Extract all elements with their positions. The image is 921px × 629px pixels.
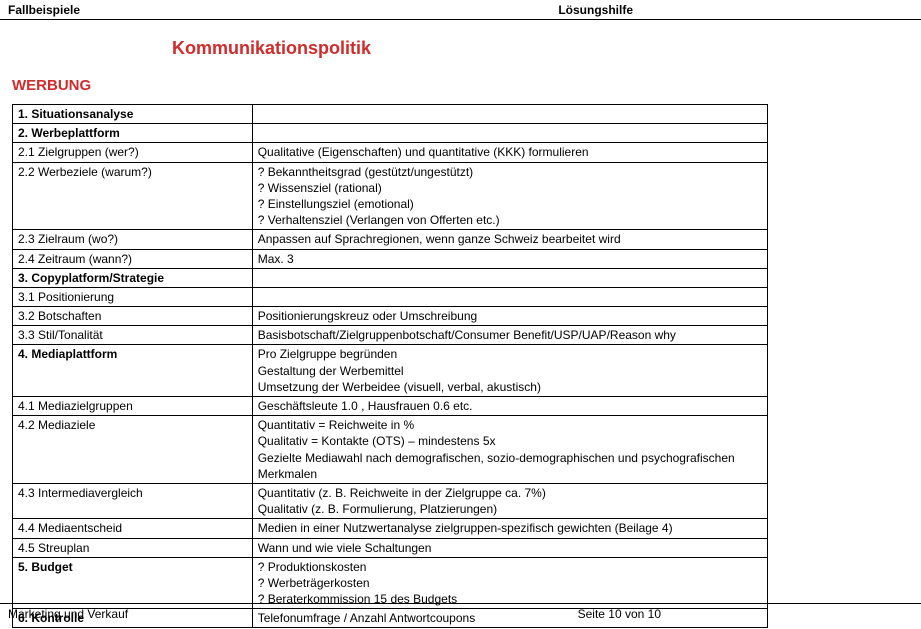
table-cell-value [252, 124, 767, 143]
table-row: 4.1 MediazielgruppenGeschäftsleute 1.0 ,… [13, 397, 768, 416]
main-title: Kommunikationspolitik [0, 20, 921, 71]
table-cell-value: Medien in einer Nutzwertanalyse zielgrup… [252, 519, 767, 538]
header-right-text: Lösungshilfe [558, 3, 913, 17]
table-row: 5. Budget? Produktionskosten ? Werbeträg… [13, 557, 768, 609]
table-cell-label: 4.5 Streuplan [13, 538, 253, 557]
footer-left-text: Marketing und Verkauf [8, 607, 128, 621]
page-footer: Marketing und Verkauf Seite 10 von 10 [0, 603, 921, 621]
table-cell-label: 4.2 Mediaziele [13, 416, 253, 484]
section-title: WERBUNG [0, 71, 921, 104]
footer-right-text: Seite 10 von 10 [578, 607, 913, 621]
table-row: 4.4 MediaentscheidMedien in einer Nutzwe… [13, 519, 768, 538]
table-cell-label: 4.1 Mediazielgruppen [13, 397, 253, 416]
table-cell-label: 4.4 Mediaentscheid [13, 519, 253, 538]
table-cell-value: Max. 3 [252, 249, 767, 268]
table-row: 4.3 IntermediavergleichQuantitativ (z. B… [13, 483, 768, 518]
table-row: 2.1 Zielgruppen (wer?)Qualitative (Eigen… [13, 143, 768, 162]
table-cell-label: 3.1 Positionierung [13, 287, 253, 306]
table-row: 3.2 BotschaftenPositionierungskreuz oder… [13, 307, 768, 326]
table-cell-value: Positionierungskreuz oder Umschreibung [252, 307, 767, 326]
table-cell-value: Basisbotschaft/Zielgruppenbotschaft/Cons… [252, 326, 767, 345]
table-cell-label: 3. Copyplatform/Strategie [13, 268, 253, 287]
table-cell-value: Anpassen auf Sprachregionen, wenn ganze … [252, 230, 767, 249]
table-cell-label: 5. Budget [13, 557, 253, 609]
table-row: 3. Copyplatform/Strategie [13, 268, 768, 287]
table-cell-label: 2.3 Zielraum (wo?) [13, 230, 253, 249]
table-cell-value: Pro Zielgruppe begründen Gestaltung der … [252, 345, 767, 397]
table-cell-label: 2.1 Zielgruppen (wer?) [13, 143, 253, 162]
table-cell-value: Qualitative (Eigenschaften) und quantita… [252, 143, 767, 162]
table-cell-value [252, 268, 767, 287]
content-table: 1. Situationsanalyse2. Werbeplattform2.1… [12, 104, 768, 628]
header-left-text: Fallbeispiele [8, 3, 80, 17]
table-cell-label: 4. Mediaplattform [13, 345, 253, 397]
table-cell-value: Geschäftsleute 1.0 , Hausfrauen 0.6 etc. [252, 397, 767, 416]
table-cell-value [252, 105, 767, 124]
table-row: 2. Werbeplattform [13, 124, 768, 143]
table-cell-value [252, 287, 767, 306]
table-row: 1. Situationsanalyse [13, 105, 768, 124]
table-cell-value: Wann und wie viele Schaltungen [252, 538, 767, 557]
table-cell-label: 2.2 Werbeziele (warum?) [13, 162, 253, 230]
table-cell-value: ? Bekanntheitsgrad (gestützt/ungestützt)… [252, 162, 767, 230]
table-row: 2.4 Zeitraum (wann?)Max. 3 [13, 249, 768, 268]
table-row: 2.2 Werbeziele (warum?)? Bekanntheitsgra… [13, 162, 768, 230]
table-cell-label: 2. Werbeplattform [13, 124, 253, 143]
table-cell-label: 3.2 Botschaften [13, 307, 253, 326]
table-row: 4. MediaplattformPro Zielgruppe begründe… [13, 345, 768, 397]
table-cell-label: 3.3 Stil/Tonalität [13, 326, 253, 345]
table-cell-label: 4.3 Intermediavergleich [13, 483, 253, 518]
table-row: 4.5 StreuplanWann und wie viele Schaltun… [13, 538, 768, 557]
page-header: Fallbeispiele Lösungshilfe [0, 0, 921, 20]
table-cell-label: 1. Situationsanalyse [13, 105, 253, 124]
table-cell-value: ? Produktionskosten ? Werbeträgerkosten … [252, 557, 767, 609]
table-cell-value: Quantitativ (z. B. Reichweite in der Zie… [252, 483, 767, 518]
table-row: 4.2 MediazieleQuantitativ = Reichweite i… [13, 416, 768, 484]
table-cell-label: 2.4 Zeitraum (wann?) [13, 249, 253, 268]
table-row: 2.3 Zielraum (wo?)Anpassen auf Sprachreg… [13, 230, 768, 249]
table-row: 3.1 Positionierung [13, 287, 768, 306]
table-cell-value: Quantitativ = Reichweite in % Qualitativ… [252, 416, 767, 484]
table-row: 3.3 Stil/TonalitätBasisbotschaft/Zielgru… [13, 326, 768, 345]
